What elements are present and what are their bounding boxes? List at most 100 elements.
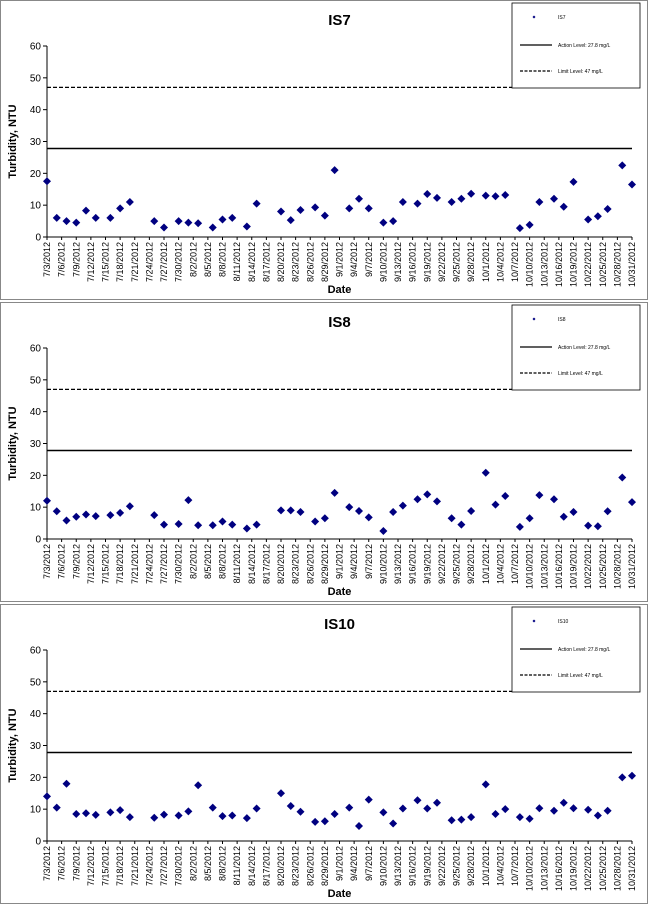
data-point [194, 521, 203, 530]
data-point [379, 218, 388, 227]
data-point [603, 806, 612, 815]
y-tick-label: 0 [35, 233, 41, 244]
data-point [569, 507, 578, 516]
x-tick-label: 9/1/2012 [335, 544, 345, 579]
data-point [52, 803, 61, 812]
data-point [481, 191, 490, 200]
data-point [320, 817, 329, 826]
data-point [72, 809, 81, 818]
x-tick-label: 10/25/2012 [598, 544, 608, 589]
x-tick-label: 7/18/2012 [115, 242, 125, 282]
x-tick-label: 7/6/2012 [57, 544, 67, 579]
x-tick-label: 7/3/2012 [42, 544, 52, 579]
x-tick-label: 8/8/2012 [218, 242, 228, 277]
data-point [228, 811, 237, 820]
x-tick-label: 10/16/2012 [554, 846, 564, 891]
data-point [355, 194, 363, 203]
data-point [160, 520, 168, 529]
data-point [559, 512, 568, 521]
legend-label: Action Level: 27.8 mg/L [558, 43, 610, 49]
x-tick-label: 10/1/2012 [481, 544, 491, 584]
x-tick-label: 8/14/2012 [247, 544, 257, 584]
data-point [525, 514, 534, 523]
y-tick-label: 10 [30, 503, 42, 514]
x-tick-label: 8/11/2012 [232, 544, 242, 583]
x-tick-label: 8/26/2012 [305, 242, 315, 282]
x-tick-label: 10/1/2012 [481, 242, 491, 282]
x-tick-label: 7/15/2012 [101, 242, 111, 282]
data-point [525, 220, 534, 229]
x-tick-label: 8/14/2012 [247, 242, 257, 282]
data-point [174, 811, 183, 820]
data-point [413, 199, 422, 208]
x-tick-label: 9/16/2012 [408, 846, 418, 886]
data-point [330, 809, 339, 818]
data-point [160, 810, 168, 819]
data-point [52, 507, 61, 516]
x-tick-label: 8/11/2012 [232, 846, 242, 885]
y-tick-label: 30 [30, 741, 42, 752]
x-tick-label: 9/28/2012 [466, 846, 476, 886]
x-tick-label: 7/6/2012 [57, 846, 67, 881]
data-point [286, 506, 295, 515]
chart-title: IS7 [328, 12, 351, 29]
data-point [457, 520, 466, 529]
data-point [184, 496, 193, 505]
data-point [62, 779, 71, 788]
data-point [515, 224, 524, 233]
data-point [413, 796, 422, 805]
data-point [252, 199, 261, 208]
x-tick-label: 7/18/2012 [115, 544, 125, 584]
x-tick-label: 10/13/2012 [539, 544, 549, 589]
x-tick-label: 8/29/2012 [320, 242, 330, 282]
data-point [82, 809, 90, 818]
data-point [389, 217, 398, 226]
x-tick-label: 7/15/2012 [101, 544, 111, 584]
x-tick-label: 10/7/2012 [510, 544, 520, 584]
chart-panel: IS7 Turbidity, NTU Date 0 10 20 30 40 50 60 7/3/20… [0, 0, 648, 300]
x-tick-label: 9/13/2012 [393, 544, 403, 584]
legend-label: Limit Level: 47 mg/L [558, 69, 603, 75]
x-tick-label: 7/30/2012 [174, 544, 184, 584]
y-tick-label: 20 [30, 471, 42, 482]
x-tick-label: 8/8/2012 [218, 846, 228, 881]
x-tick-label: 10/13/2012 [539, 846, 549, 891]
data-point [423, 804, 432, 813]
data-point [501, 190, 510, 199]
x-tick-label: 7/27/2012 [159, 544, 169, 584]
legend-label: Limit Level: 47 mg/L [558, 371, 603, 377]
data-point [433, 497, 441, 506]
x-tick-label: 9/7/2012 [364, 544, 374, 579]
x-tick-label: 8/5/2012 [203, 242, 213, 277]
data-point [364, 204, 373, 213]
data-point [320, 514, 329, 523]
data-point [364, 513, 373, 522]
y-tick-label: 40 [30, 407, 42, 418]
data-point [628, 498, 636, 507]
data-point [218, 812, 227, 821]
data-point [320, 211, 329, 220]
legend-label: Action Level: 27.8 mg/L [558, 647, 610, 653]
data-point [174, 520, 183, 529]
data-point [208, 521, 217, 530]
y-axis-label: Turbidity, NTU [7, 104, 19, 178]
y-tick-label: 50 [30, 677, 42, 688]
x-tick-label: 10/28/2012 [612, 242, 622, 287]
data-point [481, 468, 490, 477]
data-point [62, 516, 71, 525]
data-point [628, 771, 636, 780]
data-point [62, 217, 71, 226]
y-tick-label: 40 [30, 105, 42, 116]
x-tick-label: 10/19/2012 [569, 242, 579, 287]
data-point [106, 213, 115, 222]
x-tick-label: 10/25/2012 [598, 242, 608, 287]
x-tick-label: 9/1/2012 [335, 846, 345, 881]
data-point [525, 814, 534, 823]
data-point [125, 197, 134, 206]
x-tick-label: 9/22/2012 [437, 544, 447, 584]
x-tick-label: 9/28/2012 [466, 242, 476, 282]
data-point [252, 520, 261, 529]
y-tick-label: 30 [30, 439, 42, 450]
chart-title: IS10 [324, 616, 355, 633]
data-point [467, 189, 476, 198]
